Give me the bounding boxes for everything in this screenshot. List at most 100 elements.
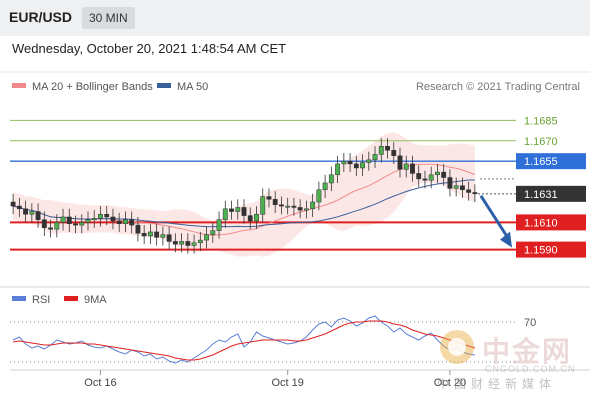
- candle: [160, 226, 166, 246]
- candle: [285, 197, 291, 215]
- candle: [166, 226, 172, 250]
- candle: [135, 216, 141, 242]
- candle-body: [154, 231, 160, 238]
- candle: [403, 155, 409, 178]
- candle-body: [98, 213, 103, 219]
- candle-body: [316, 189, 322, 203]
- candle-body: [147, 231, 153, 237]
- x-tick-label: Oct 20: [434, 377, 466, 389]
- candle-body: [297, 207, 303, 211]
- candle-body: [472, 192, 478, 195]
- candle-body: [29, 211, 35, 215]
- candle: [10, 193, 16, 215]
- candle-body: [23, 208, 29, 215]
- rsi-legend-label: RSI: [32, 294, 50, 306]
- candle-body: [347, 160, 353, 165]
- watermark-cn: 中金网: [482, 336, 573, 367]
- candle-body: [303, 208, 309, 211]
- x-tick-label: Oct 16: [84, 377, 116, 389]
- candle-body: [391, 150, 397, 157]
- candle: [54, 214, 60, 238]
- candle-body: [172, 241, 178, 245]
- legend-swatch: [12, 83, 26, 88]
- candle-body: [341, 160, 347, 165]
- candle: [272, 191, 278, 213]
- candle-body: [353, 163, 359, 169]
- candle: [73, 215, 78, 234]
- candle: [154, 223, 160, 246]
- candle: [266, 188, 272, 208]
- rsi-legend-swatch: [12, 296, 26, 301]
- candle: [98, 206, 103, 227]
- candle: [85, 211, 91, 231]
- candle-body: [441, 171, 447, 178]
- candle-body: [235, 207, 241, 212]
- candle-body: [116, 220, 122, 225]
- candle-body: [35, 211, 41, 220]
- rsi-legend-label: 9MA: [84, 294, 107, 306]
- price-level-label-box: [516, 185, 586, 202]
- candle: [303, 200, 309, 219]
- candle: [435, 163, 440, 183]
- candle: [447, 169, 453, 197]
- price-level-label-box: [516, 214, 586, 231]
- candle-body: [378, 145, 384, 155]
- candle-body: [266, 196, 272, 200]
- candle: [185, 233, 191, 254]
- forecast-arrow-head: [500, 231, 512, 248]
- candle: [110, 208, 116, 230]
- candle-body: [322, 182, 328, 191]
- candle: [391, 142, 397, 164]
- price-level-label: 1.1685: [524, 115, 558, 127]
- candle-body: [85, 219, 91, 223]
- candle: [279, 196, 284, 215]
- price-level-label: 1.1590: [524, 245, 558, 257]
- candle-body: [397, 155, 403, 170]
- candle: [260, 188, 266, 223]
- candle: [410, 155, 415, 182]
- candle: [441, 163, 447, 186]
- candle-body: [66, 216, 72, 225]
- candle: [216, 211, 222, 239]
- ma50-line: [12, 179, 475, 228]
- candle-body: [403, 163, 409, 170]
- legend-label: MA 20 + Bollinger Bands: [32, 81, 153, 93]
- candle: [48, 219, 53, 238]
- candle-body: [435, 171, 440, 176]
- candle-body: [410, 163, 415, 174]
- candle: [254, 206, 259, 230]
- candle: [179, 233, 185, 253]
- candle-body: [73, 223, 78, 226]
- candle-body: [416, 173, 422, 180]
- candle: [41, 211, 47, 236]
- candle: [23, 200, 29, 223]
- candle-body: [179, 241, 185, 245]
- timeframe-badge[interactable]: 30 MIN: [82, 7, 135, 29]
- candle: [247, 207, 253, 230]
- candle-body: [328, 174, 334, 184]
- candle-body: [453, 185, 459, 189]
- candle-body: [54, 222, 60, 230]
- candle-body: [466, 189, 472, 193]
- price-level-label-box: [516, 153, 586, 170]
- candle: [397, 147, 403, 178]
- candle-body: [260, 196, 266, 215]
- candle: [235, 199, 241, 220]
- candle: [372, 146, 378, 168]
- candle: [147, 223, 153, 245]
- candle-body: [272, 199, 278, 205]
- candle-body: [104, 213, 110, 218]
- candle: [428, 166, 434, 189]
- candle: [35, 203, 41, 228]
- candle: [241, 199, 247, 224]
- candle: [210, 222, 216, 243]
- candle-body: [222, 208, 228, 220]
- x-tick-label: Oct 19: [271, 377, 303, 389]
- candle: [129, 211, 135, 234]
- candle-body: [447, 177, 453, 189]
- candle-body: [459, 185, 465, 191]
- candle: [197, 231, 203, 251]
- candle: [29, 203, 35, 223]
- candle: [291, 197, 297, 216]
- candle: [353, 155, 359, 177]
